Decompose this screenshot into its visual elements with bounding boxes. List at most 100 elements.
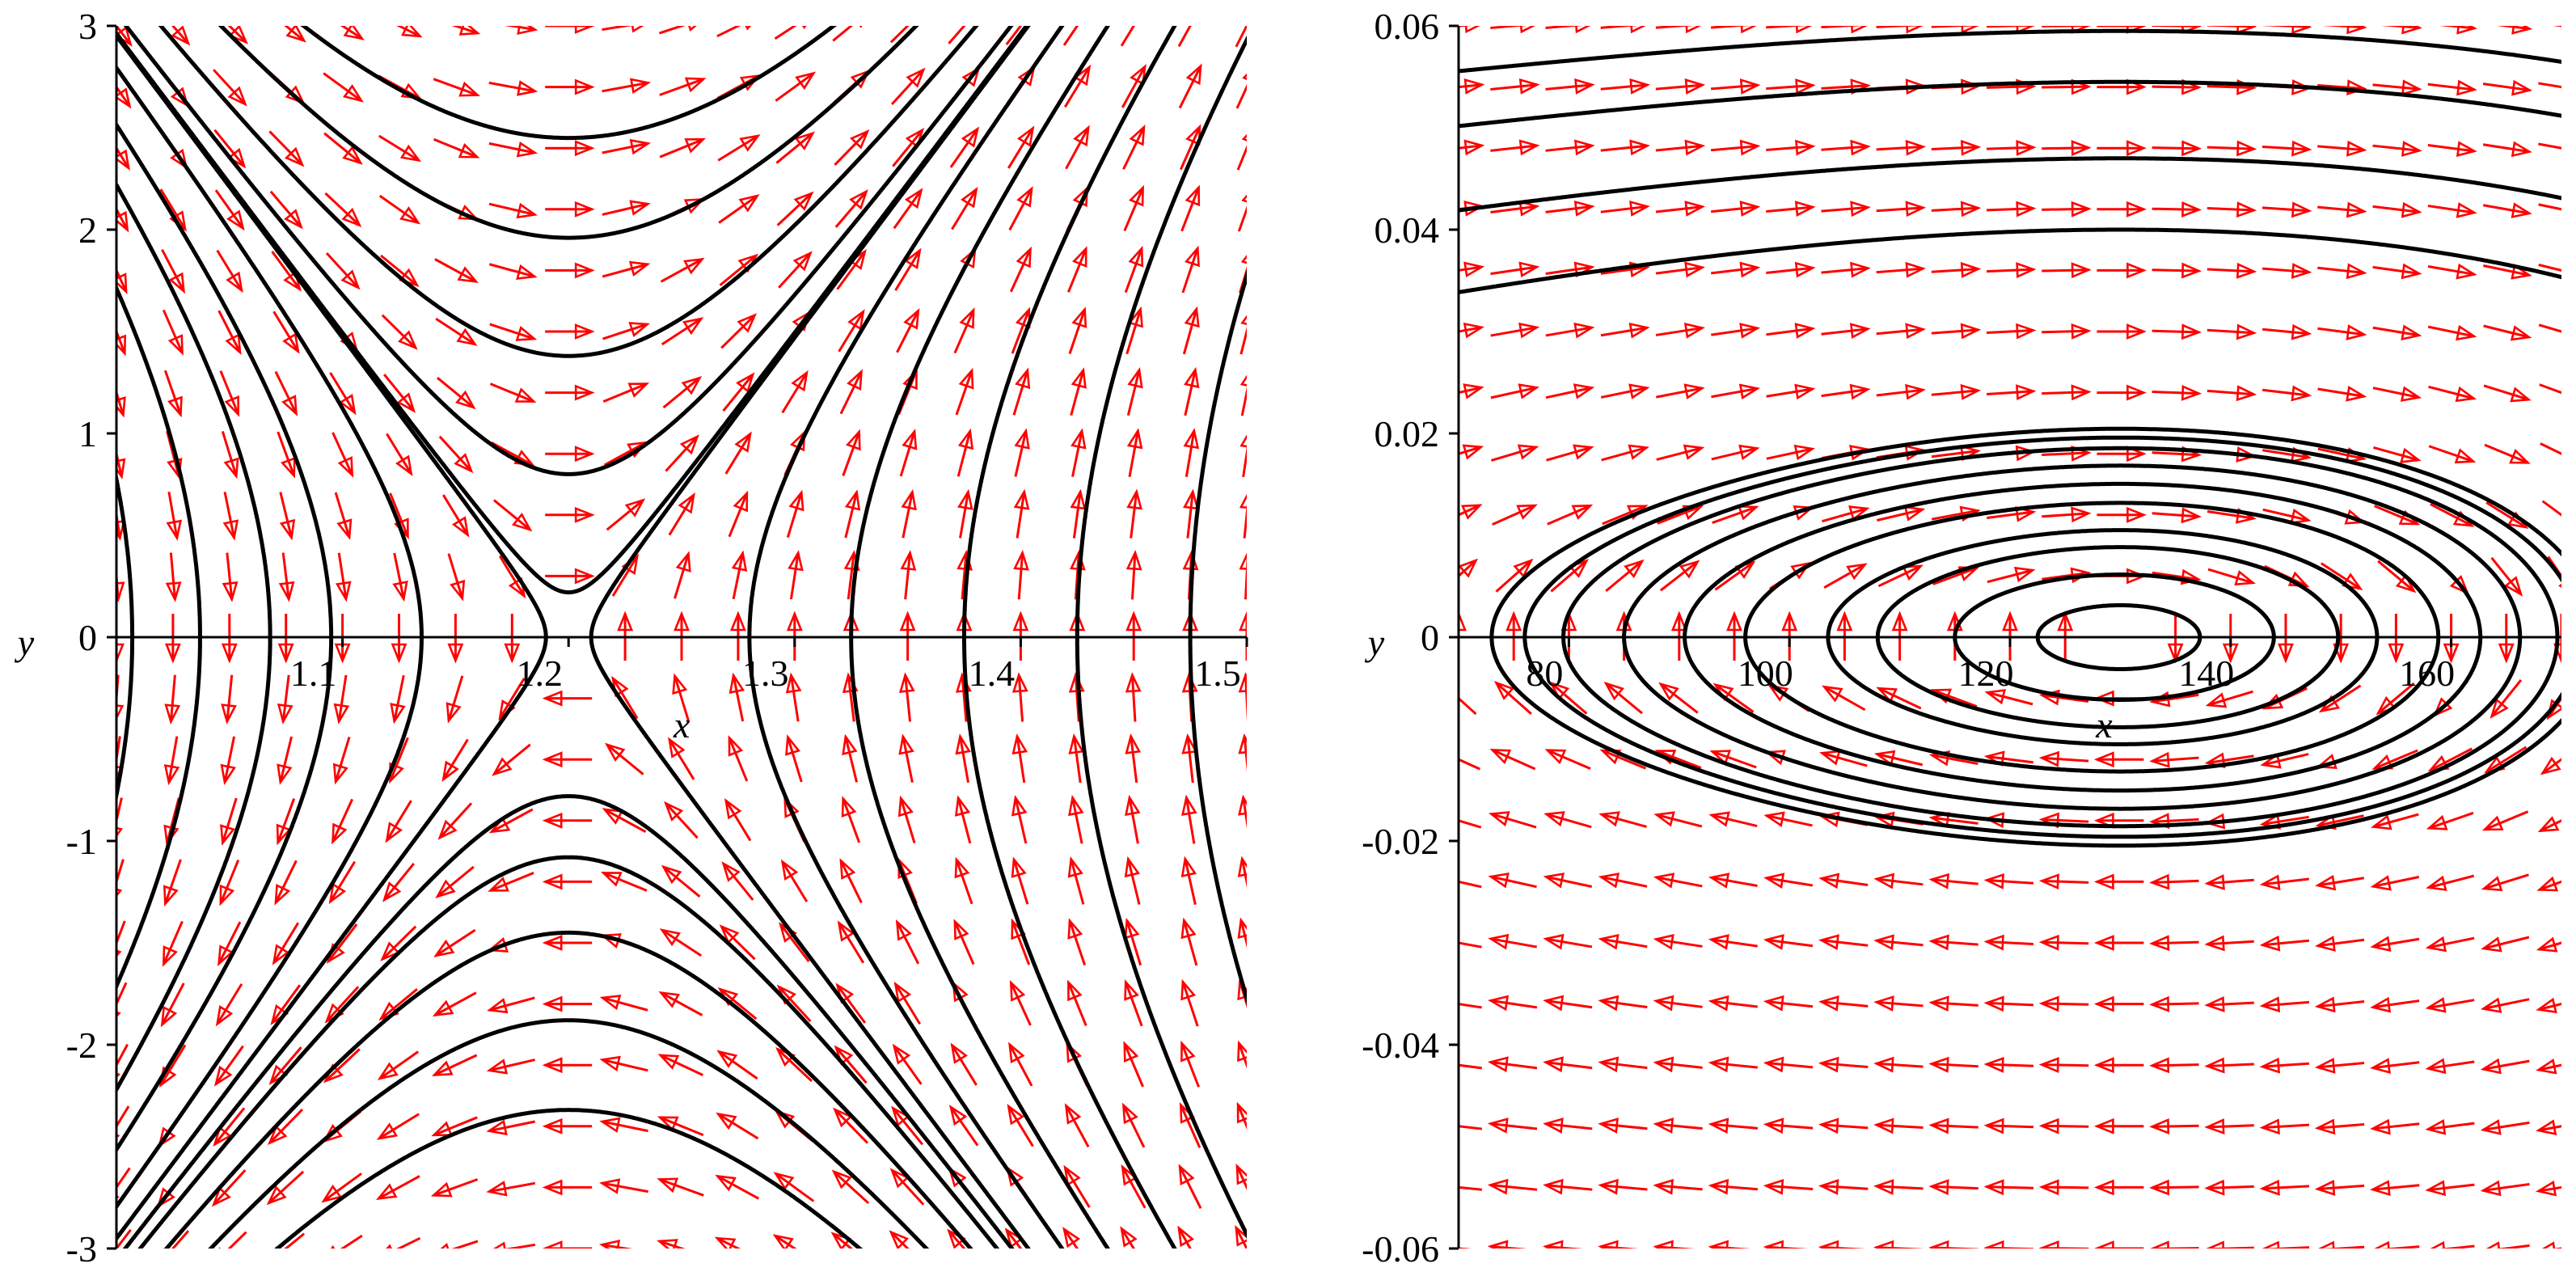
left-trajectory [123, 26, 1014, 476]
right-field-arrow [2314, 996, 2365, 1013]
left-field-arrow [116, 206, 129, 233]
right-field-arrow [2206, 323, 2257, 340]
right-field-arrow [2428, 385, 2477, 403]
left-field-arrow [788, 550, 804, 600]
left-field-arrow [832, 1107, 869, 1144]
left-field-arrow [1062, 26, 1079, 46]
left-field-arrow [951, 187, 978, 230]
right-field-arrow [1601, 444, 1649, 462]
left-y-tick-label: -2 [66, 1025, 97, 1066]
left-field-arrow [1238, 672, 1247, 722]
right-field-arrow [2038, 934, 2089, 951]
left-field-arrow [842, 733, 859, 783]
left-field-arrow [116, 388, 126, 418]
left-field-arrow [1067, 856, 1085, 905]
right-field-arrow [2042, 384, 2092, 401]
right-field-arrow [1490, 139, 1540, 156]
right-field-arrow [1653, 1240, 1696, 1249]
right-field-arrow [2038, 750, 2089, 767]
left-field-arrow [386, 1236, 421, 1249]
left-field-arrow [161, 249, 185, 294]
right-x-tick-label: 140 [2178, 653, 2234, 694]
right-field-arrow [1598, 811, 1647, 828]
right-field-arrow [1708, 995, 1758, 1012]
left-field-arrow [889, 26, 918, 44]
right-field-arrow [1459, 1185, 1483, 1191]
right-field-arrow [2481, 810, 2529, 831]
left-field-arrow [545, 26, 595, 34]
left-field-arrow [834, 129, 870, 166]
left-field-arrow [1126, 488, 1142, 539]
right-field-arrow [1653, 934, 1703, 950]
right-field-arrow [2317, 201, 2367, 218]
left-field-arrow [330, 1234, 363, 1249]
right-tick-labels: 80 100 120 140 160 -0.06 -0.04 -0.02 0 0.02 0.04 0.… [1362, 6, 2455, 1270]
left-field-arrow [602, 808, 647, 834]
left-field-arrow [163, 859, 182, 907]
right-field-arrow [2149, 751, 2199, 768]
left-field-arrow [894, 247, 922, 291]
right-field-arrow [1490, 322, 1540, 339]
right-field-arrow [2149, 935, 2199, 952]
right-field-arrow [1459, 758, 1481, 771]
left-field-arrow [116, 1229, 132, 1249]
left-field-arrow [116, 267, 128, 294]
left-field-arrow [166, 491, 182, 541]
right-field-arrow [2371, 813, 2419, 830]
left-field-arrow [785, 672, 802, 722]
right-field-arrow [2547, 556, 2561, 588]
right-field-arrow [2377, 560, 2417, 594]
left-field-arrow [1237, 856, 1247, 888]
right-field-arrow [2538, 323, 2561, 333]
left-field-arrow [116, 327, 127, 357]
left-field-arrow [378, 134, 422, 163]
left-field-arrow [334, 492, 353, 540]
left-field-arrow [1180, 978, 1199, 1027]
left-field-arrow [1120, 1226, 1138, 1249]
left-field-arrow [332, 737, 351, 785]
right-field-arrow [2425, 997, 2475, 1013]
right-field-arrow [1545, 201, 1595, 217]
left-field-arrow [323, 132, 363, 165]
right-x-tick-label: 100 [1738, 653, 1793, 694]
right-field-arrow [2314, 1058, 2365, 1074]
left-field-arrow [116, 797, 123, 839]
left-field-arrow [219, 370, 240, 417]
left-field-arrow [542, 1240, 593, 1249]
left-field-arrow [433, 928, 476, 957]
left-field-arrow [542, 1179, 593, 1196]
left-field-arrow [213, 69, 247, 107]
left-field-arrow [830, 1232, 854, 1249]
right-field-arrow [1459, 383, 1484, 399]
right-field-arrow [2372, 79, 2422, 96]
left-field-arrow [831, 1169, 870, 1205]
right-field-arrow [2427, 263, 2477, 280]
left-field-arrow [953, 307, 975, 354]
left-field-arrow [1007, 1104, 1034, 1147]
left-field-arrow [220, 797, 238, 846]
right-field-arrow [2553, 614, 2561, 664]
left-field-arrow [662, 376, 703, 409]
left-field-arrow [660, 257, 705, 283]
right-field-arrow [2204, 935, 2254, 952]
left-field-arrow [162, 309, 184, 356]
right-field-arrow [2481, 873, 2529, 892]
right-field-arrow [1873, 1240, 1924, 1249]
left-field-arrow [1125, 549, 1142, 600]
right-field-arrow [1600, 26, 1646, 34]
left-field-arrow [222, 492, 239, 541]
left-field-arrow [277, 674, 293, 725]
right-field-arrow [1547, 504, 1594, 526]
left-field-arrow [1123, 1041, 1144, 1088]
right-y-tick-label: 0 [1421, 617, 1439, 658]
right-field-arrow [2204, 996, 2254, 1012]
left-x-tick-label: 1.1 [290, 653, 337, 694]
left-field-arrow [1124, 245, 1144, 294]
right-field-arrow [2370, 936, 2420, 953]
right-field-arrow [1873, 750, 1924, 767]
right-field-arrow [1873, 1179, 1924, 1195]
left-field-arrow [661, 317, 704, 346]
right-field-arrow [1983, 1240, 2034, 1249]
right-field-arrow [1598, 933, 1648, 950]
right-field-arrow [2152, 201, 2202, 218]
